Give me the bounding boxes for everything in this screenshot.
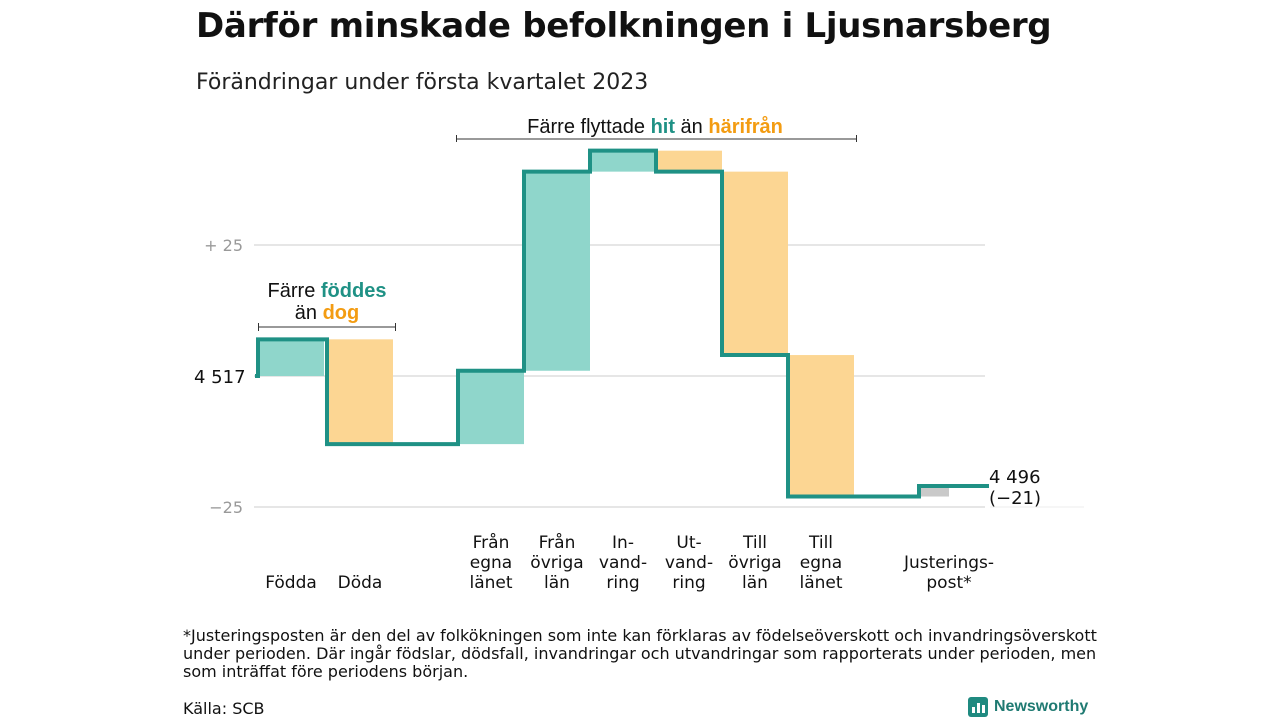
x-tick-label: egna — [800, 553, 842, 573]
x-tick-label: övriga — [728, 553, 781, 573]
x-tick-label: län — [742, 573, 768, 593]
x-tick-label: övriga — [530, 553, 583, 573]
bar-6 — [656, 150, 722, 172]
x-tick-label: län — [544, 573, 570, 593]
x-tick-label: ring — [606, 573, 639, 593]
chart-subtitle: Förändringar under första kvartalet 2023 — [196, 70, 649, 95]
x-tick-label: Till — [742, 533, 767, 553]
bar-7 — [722, 171, 788, 356]
x-tick-label: post* — [926, 573, 971, 593]
chart-title: Därför minskade befolkningen i Ljusnarsb… — [196, 6, 1052, 46]
net-change-label: (−21) — [989, 488, 1041, 509]
x-tick-label: Till — [808, 533, 833, 553]
brand-name: Newsworthy — [994, 698, 1089, 715]
annotation-births-line1: Färre föddes — [268, 280, 387, 302]
x-tick-label: egna — [470, 553, 512, 573]
x-tick-label: Justerings- — [903, 553, 994, 573]
bar-2 — [327, 339, 393, 445]
bars — [258, 150, 949, 497]
bar-8 — [788, 355, 854, 497]
x-tick-label: vand- — [665, 553, 713, 573]
level-line-path — [255, 148, 989, 499]
brand-logo: Newsworthy — [968, 697, 1088, 717]
x-tick-label: länet — [799, 573, 842, 593]
source-note: Källa: SCB — [183, 699, 265, 718]
start-value-label: 4 517 — [194, 367, 246, 388]
annotation-moves: Färre flyttade hit än härifrån — [527, 115, 783, 138]
y-tick-label: −25 — [209, 498, 243, 517]
y-tick-label: + 25 — [204, 236, 243, 255]
x-tick-label: Ut- — [676, 533, 701, 553]
x-tick-label: Från — [539, 532, 576, 553]
bar-9 — [919, 486, 949, 497]
bar-3 — [458, 370, 524, 445]
end-value-label: 4 496 — [989, 467, 1041, 488]
x-tick-label: vand- — [599, 553, 647, 573]
x-tick-label: Från — [473, 532, 510, 553]
bar-1 — [258, 339, 324, 376]
newsworthy-icon — [968, 697, 988, 717]
x-tick-label: Döda — [338, 573, 383, 593]
bar-5 — [590, 150, 656, 172]
x-tick-label: ring — [672, 573, 705, 593]
bar-4 — [524, 171, 590, 371]
footnote: *Justeringsposten är den del av folkökni… — [183, 626, 1097, 681]
x-tick-label: Födda — [265, 573, 317, 593]
level-line — [255, 148, 989, 499]
annotation-births-line2: än dog — [295, 302, 359, 324]
x-tick-label: länet — [469, 573, 512, 593]
x-tick-label: In- — [612, 533, 634, 553]
